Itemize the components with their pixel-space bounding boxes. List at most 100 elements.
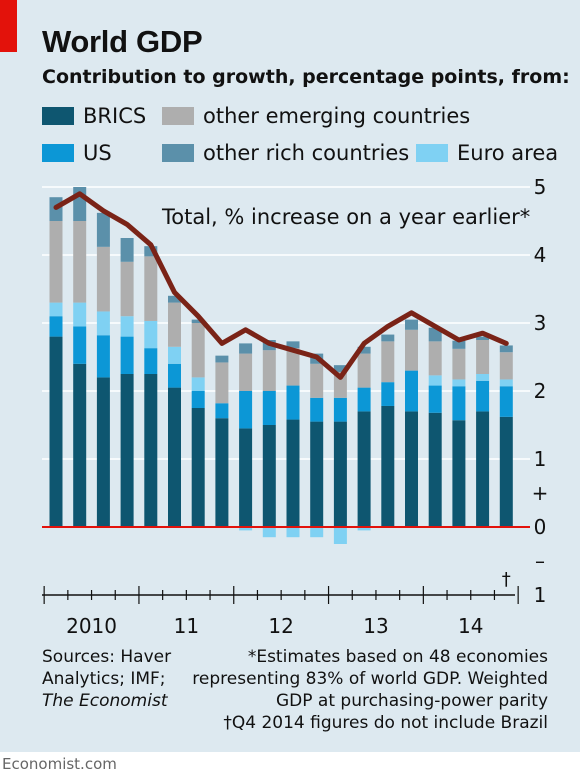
bar-other-emerging-countries-2012Q4 <box>310 363 324 398</box>
bar-us-2012Q4 <box>310 397 324 422</box>
x-year-label: 12 <box>268 614 293 638</box>
bar-other-emerging-countries-2014Q2 <box>452 348 466 380</box>
bar-other-emerging-countries-2012Q3 <box>286 348 300 386</box>
bar-euro-area-2014Q4 <box>499 379 513 387</box>
sources-line-2: Analytics; IMF; <box>42 669 166 689</box>
sources-line-3: The Economist <box>42 691 168 711</box>
legend-item-us: US <box>42 141 112 165</box>
bar-us-2013Q2 <box>357 387 371 412</box>
bar-other-emerging-countries-2013Q4 <box>405 329 418 371</box>
bar-brics-2013Q1 <box>333 421 347 527</box>
y-tick-label: 2 <box>534 379 547 403</box>
bar-other-rich-countries-2012Q3 <box>286 341 300 349</box>
bar-other-rich-countries-2010Q3 <box>96 212 110 247</box>
y-tick-label: 4 <box>534 243 547 267</box>
bar-brics-2014Q1 <box>428 412 442 527</box>
bar-other-rich-countries-2013Q3 <box>381 334 395 342</box>
bar-euro-area-2014Q3 <box>476 374 490 381</box>
bar-us-2014Q4 <box>499 386 513 417</box>
bar-euro-area-2010Q2 <box>73 302 87 327</box>
dagger-marker: † <box>502 569 511 590</box>
bar-us-2013Q4 <box>405 370 418 412</box>
bar-other-rich-countries-2014Q1 <box>428 327 442 342</box>
bar-other-emerging-countries-2013Q2 <box>357 353 371 388</box>
bar-brics-2010Q4 <box>120 374 134 527</box>
bar-us-2011Q2 <box>168 363 181 388</box>
legend-swatch-us <box>42 144 74 162</box>
bar-other-rich-countries-2014Q4 <box>499 345 513 353</box>
y-tick-label: 1 <box>534 583 547 607</box>
y-tick-label: 3 <box>534 311 547 335</box>
bar-brics-2010Q2 <box>73 363 87 527</box>
bar-other-emerging-countries-2013Q3 <box>381 341 395 383</box>
bar-brics-2013Q2 <box>357 411 371 527</box>
bar-euro-area-2012Q3 <box>286 527 300 538</box>
legend-swatch-euro-area <box>416 144 448 162</box>
legend-item-brics: BRICS <box>42 104 146 128</box>
bar-euro-area-2011Q1 <box>144 320 158 349</box>
bar-us-2014Q2 <box>452 386 466 421</box>
bar-us-2013Q1 <box>333 397 347 422</box>
bar-brics-2011Q4 <box>215 418 229 527</box>
bar-other-emerging-countries-2012Q1 <box>239 353 253 391</box>
x-year-label: 11 <box>174 614 199 638</box>
legend-item-other-emerging: other emerging countries <box>162 104 470 128</box>
bar-other-emerging-countries-2014Q1 <box>428 341 442 376</box>
bar-other-emerging-countries-2011Q3 <box>191 323 205 378</box>
x-year-label: 2010 <box>66 614 117 638</box>
bar-other-emerging-countries-2012Q2 <box>262 350 276 391</box>
footnote-line-1: *Estimates based on 48 economies <box>247 647 548 667</box>
bar-brics-2011Q2 <box>168 387 181 527</box>
bar-brics-2011Q3 <box>191 408 205 527</box>
bar-us-2014Q1 <box>428 385 442 413</box>
bar-other-rich-countries-2011Q2 <box>168 295 181 303</box>
footnotes: *Estimates based on 48 economies represe… <box>192 646 548 734</box>
bar-brics-2014Q2 <box>452 420 466 527</box>
x-year-label: 14 <box>458 614 483 638</box>
bar-brics-2012Q1 <box>239 428 253 527</box>
bar-other-emerging-countries-2014Q4 <box>499 352 513 380</box>
bar-us-2013Q3 <box>381 382 395 406</box>
bar-euro-area-2014Q1 <box>428 375 442 386</box>
bar-other-emerging-countries-2011Q1 <box>144 256 158 321</box>
legend-item-other-rich: other rich countries <box>162 141 409 165</box>
bar-euro-area-2012Q4 <box>310 527 324 538</box>
economist-red-tag <box>0 0 17 52</box>
bar-us-2012Q1 <box>239 391 253 429</box>
bar-brics-2010Q1 <box>49 336 63 527</box>
bar-us-2012Q3 <box>286 385 300 420</box>
bar-us-2011Q1 <box>144 348 158 374</box>
legend-label-euro-area: Euro area <box>457 141 559 165</box>
sources-note: Sources: Haver Analytics; IMF; The Econo… <box>42 646 171 712</box>
bar-us-2011Q3 <box>191 391 205 408</box>
bar-us-2011Q4 <box>215 403 229 419</box>
bar-euro-area-2011Q2 <box>168 346 181 364</box>
bar-brics-2014Q4 <box>499 416 513 527</box>
legend-label-other-rich: other rich countries <box>203 141 410 165</box>
legend-swatch-brics <box>42 107 74 125</box>
bar-brics-2012Q2 <box>262 425 276 527</box>
bar-brics-2012Q3 <box>286 419 300 527</box>
bar-other-emerging-countries-2010Q2 <box>73 221 87 303</box>
bar-euro-area-2012Q1 <box>239 527 253 531</box>
bar-brics-2010Q3 <box>96 377 110 527</box>
chart-panel: World GDP Contribution to growth, percen… <box>0 0 580 752</box>
bar-brics-2014Q3 <box>476 411 490 527</box>
footer-credit: Economist.com <box>2 755 117 773</box>
legend-label-other-emerging: other emerging countries <box>203 104 471 128</box>
bar-other-rich-countries-2013Q1 <box>333 365 347 372</box>
legend-swatch-other-emerging <box>162 107 194 125</box>
footnote-line-3: GDP at purchasing-power parity <box>276 691 548 711</box>
bar-other-emerging-countries-2013Q1 <box>333 371 347 398</box>
legend: BRICS other emerging countries US other … <box>0 0 580 170</box>
bar-other-rich-countries-2013Q4 <box>405 319 418 330</box>
footnote-line-4: †Q4 2014 figures do not include Brazil <box>223 713 548 733</box>
bar-us-2010Q1 <box>49 316 63 337</box>
bar-euro-area-2011Q3 <box>191 377 205 391</box>
bar-us-2010Q3 <box>96 335 110 378</box>
bar-other-rich-countries-2012Q1 <box>239 343 253 354</box>
bar-other-emerging-countries-2011Q2 <box>168 302 181 347</box>
bar-euro-area-2010Q1 <box>49 302 63 317</box>
chart-plot: 5 4 3 2 1 +0 – 1 2010 11 12 13 14 † Total, % increase … <box>42 175 548 638</box>
bar-brics-2013Q4 <box>405 411 418 527</box>
